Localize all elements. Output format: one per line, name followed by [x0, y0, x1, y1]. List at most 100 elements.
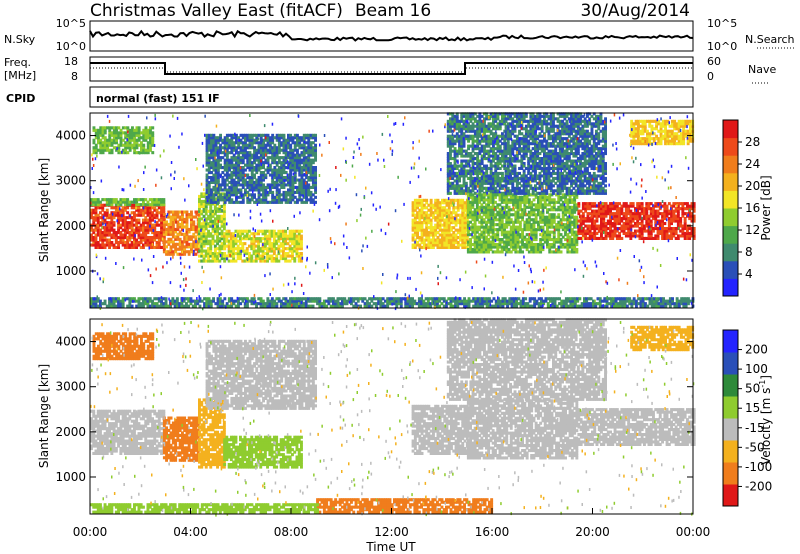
- heatmap-cell: [117, 126, 121, 130]
- heatmap-cell: [110, 228, 114, 232]
- heatmap-cell: [471, 181, 475, 185]
- heatmap-cell: [105, 213, 109, 217]
- heatmap-cell: [185, 225, 189, 229]
- heatmap-cell: [227, 232, 231, 236]
- heatmap-cell: [443, 206, 447, 210]
- heatmap-cell: [279, 257, 283, 261]
- heatmap-cell: [259, 237, 263, 241]
- heatmap-cell: [447, 228, 451, 232]
- heatmap-cell: [512, 203, 515, 207]
- heatmap-cell: [466, 208, 470, 212]
- heatmap-cell: [476, 181, 480, 185]
- heatmap-cell: [473, 230, 477, 234]
- heatmap-cell: [543, 233, 547, 237]
- heatmap-cell: [413, 226, 417, 230]
- heatmap-cell: [541, 228, 545, 232]
- heatmap-cell: [245, 247, 249, 251]
- heatmap-cell: [564, 205, 567, 209]
- heatmap-cell: [280, 143, 284, 147]
- heatmap-cell: [139, 241, 143, 245]
- heatmap-cell: [273, 151, 277, 155]
- heatmap-cell: [460, 174, 464, 178]
- heatmap-cell: [487, 198, 491, 202]
- heatmap-cell: [212, 158, 216, 162]
- heatmap-cell: [496, 193, 500, 197]
- heatmap-cell: [500, 248, 504, 252]
- nsky-panel-frame: [89, 20, 694, 52]
- heatmap-cell: [108, 213, 111, 217]
- heatmap-cell: [220, 254, 224, 258]
- heatmap-cell: [422, 243, 426, 247]
- heatmap-cell: [273, 183, 277, 187]
- heatmap-cell: [445, 203, 449, 207]
- heatmap-cell: [137, 213, 141, 217]
- heatmap-cell: [307, 176, 311, 180]
- heatmap-cell: [94, 238, 98, 242]
- heatmap-cell: [511, 159, 515, 163]
- heatmap-cell: [135, 238, 139, 242]
- heatmap-cell: [220, 217, 224, 221]
- heatmap-cell: [209, 222, 213, 226]
- heatmap-cell: [473, 240, 477, 244]
- heatmap-cell: [466, 230, 470, 234]
- heatmap-cell: [264, 173, 268, 177]
- heatmap-cell: [550, 213, 554, 217]
- heatmap-cell: [489, 235, 493, 239]
- heatmap-cell: [142, 211, 145, 215]
- heatmap-cell: [501, 159, 504, 163]
- heatmap-cell: [220, 224, 224, 228]
- heatmap-cell: [259, 173, 263, 177]
- heatmap-cell: [447, 208, 451, 212]
- heatmap-cell: [446, 174, 450, 178]
- heatmap-cell: [126, 231, 130, 235]
- heatmap-cell: [427, 213, 431, 217]
- heatmap-cell: [489, 132, 493, 136]
- heatmap-cell: [119, 211, 123, 215]
- heatmap-cell: [140, 136, 143, 140]
- heatmap-cell: [155, 211, 159, 215]
- heatmap-cell: [458, 144, 461, 148]
- heatmap-cell: [501, 157, 504, 161]
- heatmap-cell: [498, 240, 502, 244]
- heatmap-cell: [198, 199, 201, 203]
- heatmap-cell: [520, 154, 524, 158]
- heatmap-cell: [110, 148, 114, 152]
- heatmap-cell: [530, 230, 534, 234]
- heatmap-cell: [534, 215, 538, 219]
- heatmap-cell: [162, 232, 166, 236]
- heatmap-cell: [250, 188, 254, 192]
- heatmap-cell: [241, 180, 245, 184]
- heatmap-cell: [300, 171, 304, 175]
- heatmap-cell: [537, 248, 540, 252]
- heatmap-cell: [498, 195, 502, 199]
- heatmap-cell: [464, 169, 468, 173]
- heatmap-cell: [105, 231, 109, 235]
- heatmap-cell: [298, 183, 302, 187]
- heatmap-cell: [246, 166, 250, 170]
- heatmap-cell: [261, 247, 265, 251]
- heatmap-cell: [248, 234, 251, 238]
- heatmap-cell: [503, 243, 506, 247]
- heatmap-cell: [300, 146, 304, 150]
- heatmap-cell: [464, 189, 468, 193]
- heatmap-cell: [300, 234, 303, 238]
- heatmap-cell: [309, 178, 313, 182]
- heatmap-cell: [515, 147, 519, 151]
- heatmap-cell: [133, 198, 136, 202]
- heatmap-cell: [103, 211, 107, 215]
- heatmap-cell: [452, 198, 456, 202]
- heatmap-cell: [311, 166, 315, 170]
- heatmap-cell: [518, 213, 522, 217]
- heatmap-cell: [469, 124, 473, 128]
- heatmap-cell: [548, 243, 552, 247]
- heatmap-cell: [575, 233, 579, 237]
- heatmap-cell: [112, 133, 116, 137]
- heatmap-cell: [232, 200, 236, 204]
- heatmap-cell: [232, 146, 236, 150]
- heatmap-cell: [232, 234, 236, 238]
- heatmap-cell: [446, 164, 450, 168]
- heatmap-cell: [456, 243, 460, 247]
- heatmap-cell: [432, 238, 435, 242]
- heatmap-cell: [461, 206, 465, 210]
- heatmap-cell: [449, 112, 452, 116]
